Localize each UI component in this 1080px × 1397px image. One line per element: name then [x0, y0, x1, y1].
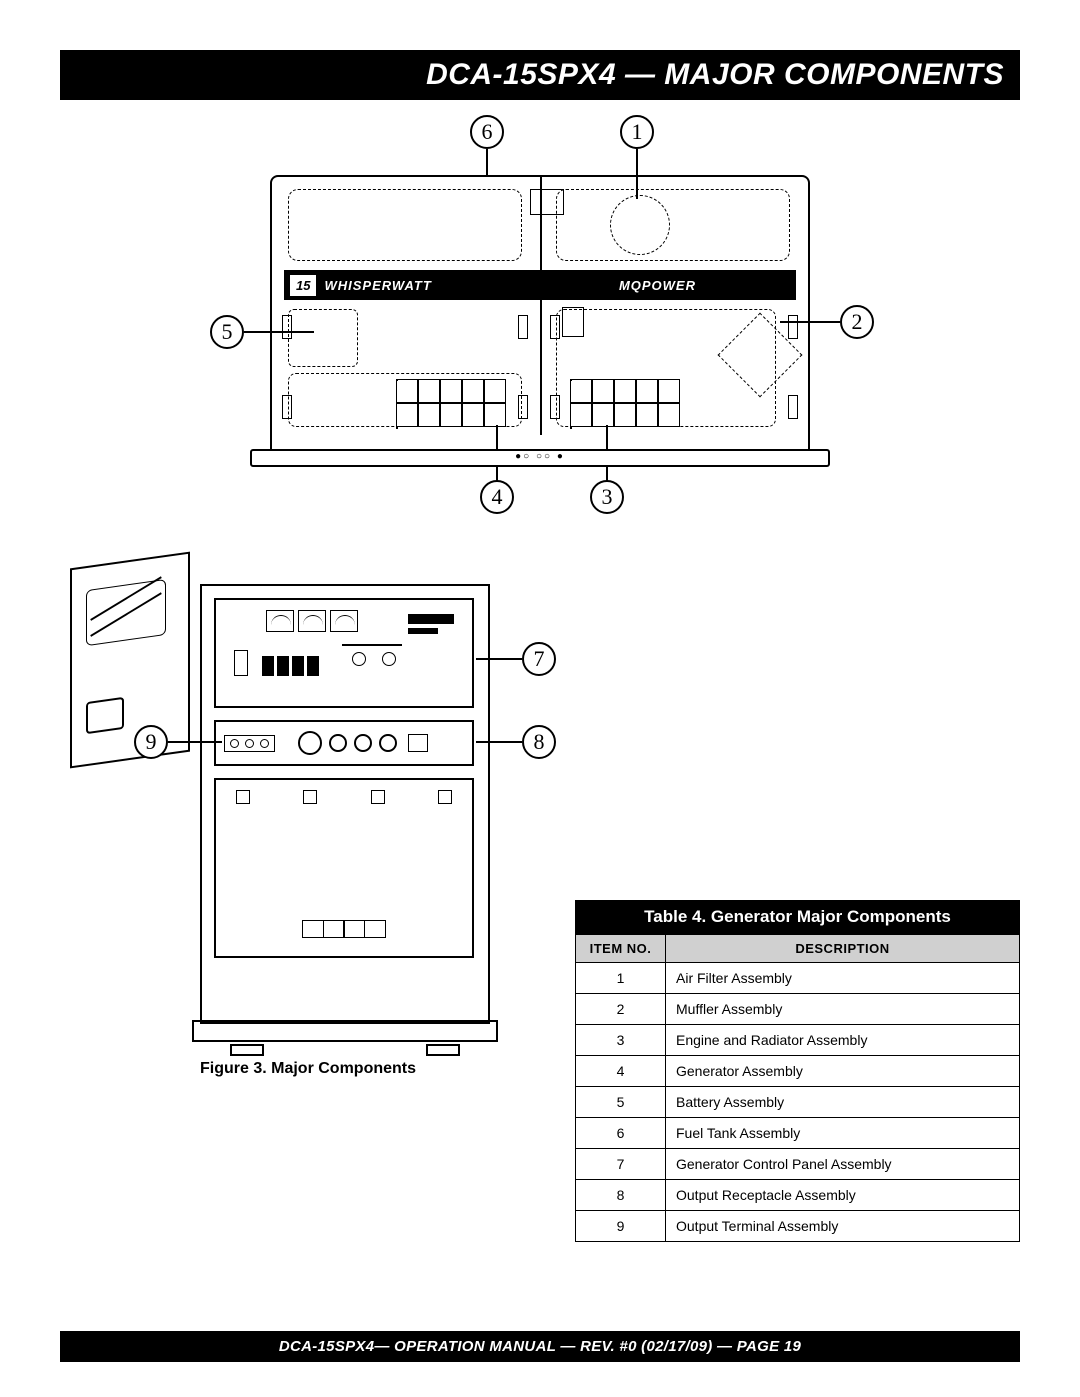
meter-icon — [266, 610, 294, 632]
door-window — [86, 579, 166, 646]
callout-2: 2 — [840, 305, 874, 339]
table-row: 4Generator Assembly — [576, 1056, 1020, 1087]
vent-left — [396, 379, 506, 427]
divider — [342, 644, 402, 646]
table-row: 8Output Receptacle Assembly — [576, 1180, 1020, 1211]
cell-item: 7 — [576, 1149, 666, 1180]
outlet-icon — [379, 734, 397, 752]
callout-3: 3 — [590, 480, 624, 514]
table: ITEM NO. DESCRIPTION 1Air Filter Assembl… — [575, 934, 1020, 1242]
figure-caption: Figure 3. Major Components — [200, 1060, 416, 1078]
receptacle-panel — [214, 720, 474, 766]
table-row: 6Fuel Tank Assembly — [576, 1118, 1020, 1149]
latch — [282, 315, 292, 339]
cell-item: 3 — [576, 1025, 666, 1056]
callout-5: 5 — [210, 315, 244, 349]
latch — [788, 315, 798, 339]
table-row: 2Muffler Assembly — [576, 994, 1020, 1025]
air-filter-outline — [610, 195, 670, 255]
fuel-tank-outline-2 — [556, 189, 790, 261]
cell-item: 4 — [576, 1056, 666, 1087]
page-footer: DCA-15SPX4— OPERATION MANUAL — REV. #0 (… — [60, 1331, 1020, 1362]
cell-item: 6 — [576, 1118, 666, 1149]
strip-whisperwatt: WHISPERWATT — [324, 278, 431, 293]
table-row: 1Air Filter Assembly — [576, 963, 1020, 994]
strip-badge: 15 — [290, 275, 316, 296]
breaker-row — [262, 656, 319, 676]
meter-icon — [330, 610, 358, 632]
leader-line — [476, 658, 522, 660]
cell-item: 1 — [576, 963, 666, 994]
meter-icon — [298, 610, 326, 632]
cell-item: 2 — [576, 994, 666, 1025]
control-panel — [214, 598, 474, 708]
foot — [426, 1044, 460, 1056]
outlet-icon — [354, 734, 372, 752]
table-row: 7Generator Control Panel Assembly — [576, 1149, 1020, 1180]
callout-7: 7 — [522, 642, 556, 676]
cell-item: 9 — [576, 1211, 666, 1242]
battery-outline — [288, 309, 358, 367]
generator-body: 15 WHISPERWATT MQPOWER — [270, 175, 810, 455]
fuel-cap — [530, 189, 564, 215]
col-description: DESCRIPTION — [666, 935, 1020, 963]
content-area: 6 1 2 5 4 3 15 WHISPERWATT MQPOWER — [60, 100, 1020, 1331]
cell-desc: Fuel Tank Assembly — [666, 1118, 1020, 1149]
base-dots: ●○ ○○ ● — [515, 451, 565, 462]
knob-icon — [352, 652, 366, 666]
leader-line — [168, 741, 222, 743]
base-rail — [192, 1020, 498, 1042]
vent-right — [570, 379, 680, 427]
foot — [230, 1044, 264, 1056]
cell-desc: Muffler Assembly — [666, 994, 1020, 1025]
strip-mqpower: MQPOWER — [619, 278, 696, 293]
switch-icon — [234, 650, 248, 676]
diagram-generator-side: 6 1 2 5 4 3 15 WHISPERWATT MQPOWER — [190, 115, 890, 515]
cell-desc: Battery Assembly — [666, 1087, 1020, 1118]
leader-line — [486, 149, 488, 175]
knob-icon — [382, 652, 396, 666]
components-table: Table 4. Generator Major Components ITEM… — [575, 900, 1020, 1242]
callout-8: 8 — [522, 725, 556, 759]
outlet-icon — [298, 731, 322, 755]
cell-desc: Output Terminal Assembly — [666, 1211, 1020, 1242]
latch — [518, 395, 528, 419]
cell-desc: Generator Assembly — [666, 1056, 1020, 1087]
latch — [550, 395, 560, 419]
cell-desc: Output Receptacle Assembly — [666, 1180, 1020, 1211]
label-icon — [408, 614, 454, 624]
table-row: 9Output Terminal Assembly — [576, 1211, 1020, 1242]
latch — [550, 315, 560, 339]
table-row: 5Battery Assembly — [576, 1087, 1020, 1118]
label-icon — [408, 628, 438, 634]
door-latch-icon — [86, 697, 124, 734]
outlet-box-icon — [408, 734, 428, 752]
callout-6: 6 — [470, 115, 504, 149]
callout-4: 4 — [480, 480, 514, 514]
page-title-bar: DCA-15SPX4 — MAJOR COMPONENTS — [60, 50, 1020, 100]
leader-line — [476, 741, 522, 743]
panel-door — [70, 552, 190, 769]
latch — [788, 395, 798, 419]
control-box — [562, 307, 584, 337]
cell-item: 8 — [576, 1180, 666, 1211]
table-title: Table 4. Generator Major Components — [575, 900, 1020, 934]
col-item-no: ITEM NO. — [576, 935, 666, 963]
cell-item: 5 — [576, 1087, 666, 1118]
latch — [518, 315, 528, 339]
cell-desc: Air Filter Assembly — [666, 963, 1020, 994]
outlet-icon — [329, 734, 347, 752]
fuel-tank-outline — [288, 189, 522, 261]
callout-9: 9 — [134, 725, 168, 759]
latch — [282, 395, 292, 419]
diagram-control-panel: 7 8 9 — [120, 570, 560, 1070]
generator-label-strip: 15 WHISPERWATT MQPOWER — [284, 270, 796, 300]
cell-desc: Generator Control Panel Assembly — [666, 1149, 1020, 1180]
lower-access-panel — [214, 778, 474, 958]
terminal-box — [224, 735, 275, 752]
callout-1: 1 — [620, 115, 654, 149]
cell-desc: Engine and Radiator Assembly — [666, 1025, 1020, 1056]
table-row: 3Engine and Radiator Assembly — [576, 1025, 1020, 1056]
